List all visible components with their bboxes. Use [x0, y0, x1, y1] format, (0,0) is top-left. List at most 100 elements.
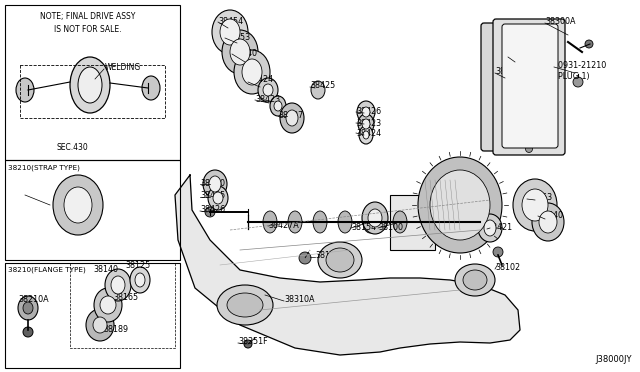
Text: 38140: 38140 [93, 264, 118, 273]
Ellipse shape [208, 186, 228, 210]
Ellipse shape [270, 96, 286, 116]
Ellipse shape [299, 252, 311, 264]
Ellipse shape [525, 38, 532, 45]
Ellipse shape [532, 203, 564, 241]
Text: 38320: 38320 [495, 67, 520, 77]
Text: 38210A: 38210A [18, 295, 49, 304]
Text: WELDING: WELDING [105, 64, 141, 73]
Ellipse shape [130, 267, 150, 293]
Ellipse shape [573, 77, 583, 87]
Bar [5, 160, 180, 260]
Ellipse shape [362, 107, 370, 117]
Text: IS NOT FOR SALE.: IS NOT FOR SALE. [54, 25, 122, 33]
Text: 38351F: 38351F [238, 337, 268, 346]
Ellipse shape [311, 81, 325, 99]
Ellipse shape [368, 209, 382, 227]
Ellipse shape [274, 101, 282, 111]
Ellipse shape [244, 340, 252, 348]
Ellipse shape [363, 211, 377, 233]
Ellipse shape [105, 269, 131, 301]
Ellipse shape [53, 175, 103, 235]
Ellipse shape [430, 170, 490, 240]
Text: 38425: 38425 [200, 192, 225, 201]
Ellipse shape [359, 126, 373, 144]
Ellipse shape [393, 211, 407, 233]
Ellipse shape [423, 211, 437, 233]
Ellipse shape [16, 78, 34, 102]
Ellipse shape [217, 285, 273, 325]
Bar [390, 195, 435, 250]
Bar [5, 263, 180, 368]
Text: 38427A: 38427A [268, 221, 299, 230]
Ellipse shape [263, 211, 277, 233]
Ellipse shape [94, 288, 122, 322]
Ellipse shape [242, 59, 262, 85]
Bar [5, 5, 180, 160]
Ellipse shape [222, 30, 258, 74]
Ellipse shape [203, 170, 227, 198]
Text: 38425: 38425 [310, 81, 335, 90]
Text: 38453: 38453 [527, 193, 552, 202]
Ellipse shape [227, 293, 263, 317]
Ellipse shape [541, 130, 548, 137]
Ellipse shape [111, 276, 125, 294]
Text: 00931-21210: 00931-21210 [554, 61, 607, 71]
Text: 38424: 38424 [248, 76, 273, 84]
Ellipse shape [547, 92, 554, 99]
Text: 38421: 38421 [487, 224, 512, 232]
Ellipse shape [511, 130, 518, 137]
FancyBboxPatch shape [481, 23, 547, 151]
Ellipse shape [230, 39, 250, 65]
Text: 38120: 38120 [315, 251, 340, 260]
Ellipse shape [220, 19, 240, 45]
Text: J38000JY: J38000JY [595, 355, 632, 364]
Ellipse shape [358, 114, 374, 134]
Text: 38102: 38102 [495, 263, 520, 273]
Text: 38427: 38427 [278, 110, 303, 119]
Text: 38430: 38430 [200, 179, 225, 187]
Text: 38165: 38165 [113, 292, 138, 301]
Ellipse shape [286, 110, 298, 126]
Text: 38210(FLANGE TYPE): 38210(FLANGE TYPE) [8, 267, 86, 273]
Text: 38440: 38440 [232, 49, 257, 58]
Ellipse shape [448, 211, 462, 233]
Ellipse shape [513, 179, 557, 231]
Text: PLUG 1): PLUG 1) [558, 71, 589, 80]
Ellipse shape [418, 157, 502, 253]
Ellipse shape [493, 247, 503, 257]
Text: 38300A: 38300A [545, 17, 575, 26]
Ellipse shape [100, 296, 116, 314]
Ellipse shape [263, 84, 273, 96]
Text: 38310A: 38310A [284, 295, 314, 305]
Text: 38454: 38454 [218, 17, 243, 26]
Ellipse shape [455, 264, 495, 296]
Ellipse shape [258, 78, 278, 102]
Text: 38154: 38154 [351, 222, 376, 231]
Text: SEC.430: SEC.430 [56, 144, 88, 153]
Ellipse shape [23, 327, 33, 337]
Ellipse shape [313, 211, 327, 233]
Text: 38423: 38423 [356, 119, 381, 128]
Ellipse shape [93, 317, 107, 333]
Ellipse shape [338, 211, 352, 233]
Ellipse shape [541, 53, 548, 60]
Ellipse shape [522, 189, 548, 221]
Ellipse shape [86, 309, 114, 341]
FancyBboxPatch shape [493, 19, 565, 155]
Ellipse shape [585, 40, 593, 48]
FancyBboxPatch shape [502, 24, 558, 148]
Ellipse shape [484, 220, 496, 236]
Text: 38453: 38453 [225, 33, 250, 42]
Ellipse shape [362, 119, 370, 129]
Ellipse shape [511, 53, 518, 60]
Ellipse shape [362, 202, 388, 234]
Ellipse shape [525, 145, 532, 153]
Text: 38426: 38426 [200, 205, 225, 215]
Text: 38351: 38351 [508, 51, 533, 61]
Text: 38100: 38100 [378, 222, 403, 231]
Ellipse shape [23, 302, 33, 314]
Ellipse shape [18, 296, 38, 320]
Ellipse shape [363, 131, 369, 139]
Ellipse shape [288, 211, 302, 233]
Ellipse shape [357, 101, 375, 123]
